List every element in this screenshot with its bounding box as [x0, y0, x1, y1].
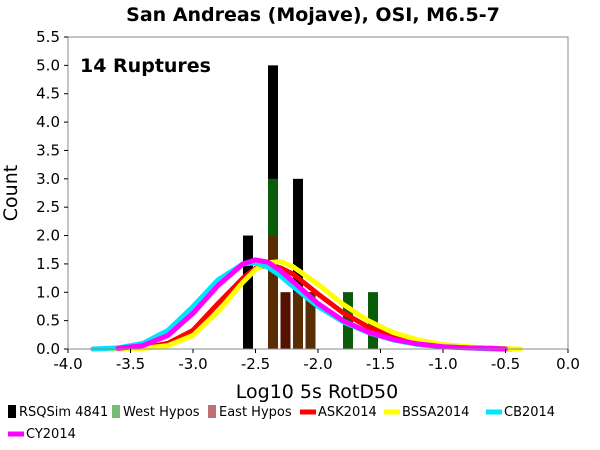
chart-title: San Andreas (Mojave), OSI, M6.5-7: [126, 4, 500, 26]
x-tick-label: -3.0: [178, 355, 207, 373]
y-axis-label: Count: [0, 165, 22, 221]
x-tick-label: -4.0: [53, 355, 82, 373]
y-tick-label: 4.0: [36, 113, 60, 131]
legend-label: West Hypos: [123, 405, 200, 420]
y-tick-label: 4.5: [36, 85, 60, 103]
y-tick-label: 2.0: [36, 227, 60, 245]
y-tick-label: 0.0: [36, 340, 60, 358]
bar-total-3: [293, 178, 303, 349]
x-tick-label: -2.5: [241, 355, 270, 373]
y-tick-label: 2.5: [36, 198, 60, 216]
bar-total-0: [243, 235, 253, 349]
legend-label: CB2014: [504, 405, 555, 420]
y-tick-label: 3.0: [36, 170, 60, 188]
y-tick-label: 1.0: [36, 283, 60, 301]
legend-label: East Hypos: [219, 405, 292, 420]
x-tick-label: -1.5: [366, 355, 395, 373]
bar-east-1: [268, 235, 278, 349]
bar-east-2: [280, 292, 291, 349]
x-axis-label: Log10 5s RotD50: [236, 381, 398, 403]
x-tick-label: 0.0: [556, 355, 580, 373]
x-tick-label: -2.0: [303, 355, 332, 373]
legend-label: ASK2014: [318, 405, 377, 420]
y-tick-label: 3.5: [36, 141, 60, 159]
rupture-count-annotation: 14 Ruptures: [80, 55, 211, 77]
y-tick-label: 0.5: [36, 312, 60, 330]
y-tick-label: 5.5: [36, 28, 60, 46]
legend: RSQSim 4841 West Hypos East Hypos ASK2014 BS…: [8, 405, 555, 442]
legend-label: RSQSim 4841: [19, 405, 108, 420]
x-tick-label: -3.5: [116, 355, 145, 373]
series-line-cy2014: [115, 257, 508, 352]
legend-label: BSSA2014: [402, 405, 469, 420]
legend-label: CY2014: [26, 427, 76, 442]
bar-east-4: [305, 292, 316, 349]
bar-east-3: [293, 292, 303, 349]
x-tick-label: -0.5: [491, 355, 520, 373]
legend-swatch: [8, 405, 16, 418]
y-tick-label: 1.5: [36, 255, 60, 273]
legend-swatch: [208, 405, 216, 418]
x-tick-label: -1.0: [428, 355, 457, 373]
y-tick-label: 5.0: [36, 56, 60, 74]
legend-swatch: [112, 405, 120, 418]
